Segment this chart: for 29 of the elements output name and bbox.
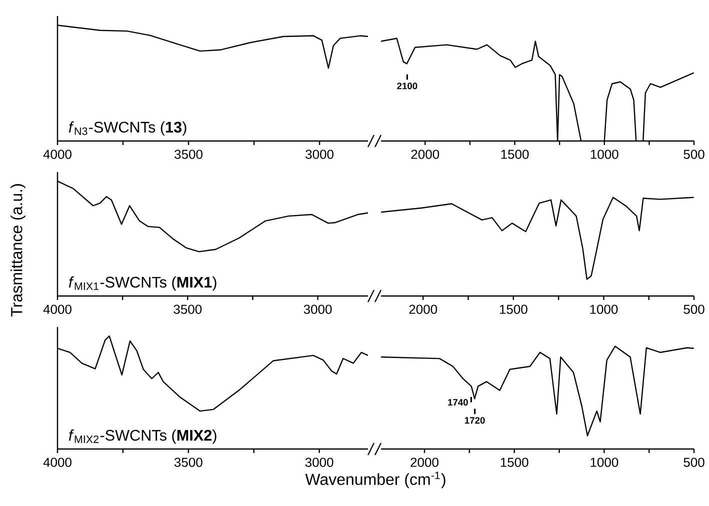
x-tick-label: 3000: [305, 458, 334, 467]
x-tick-label: 4000: [43, 304, 72, 314]
x-tick-label: 1000: [590, 150, 618, 159]
text: f$_{MIX2}$-SWCNTs (MIX2): [68, 429, 216, 444]
x-tick-label: 500: [684, 150, 704, 159]
x-tick-label: 1000: [590, 458, 618, 467]
y-axis-title: Trasmittance (a.u.): [10, 184, 26, 316]
annotation: 2100: [397, 82, 418, 90]
annotation: 1740: [448, 399, 468, 406]
x-tick-label: 2000: [411, 150, 440, 159]
x-tick-label: 3000: [306, 150, 334, 159]
text: f$_{MIX1}$-SWCNTs (MIX1): [68, 276, 216, 291]
x-tick-label: 3500: [174, 304, 202, 314]
x-axis-title: Wavenumber (cm$^{-1}$): [305, 472, 446, 488]
x-tick-label: 1500: [501, 150, 529, 159]
x-tick-label: 4000: [43, 150, 72, 159]
x-tick-label: 2000: [410, 458, 438, 467]
x-tick-label: 3000: [304, 304, 332, 314]
annotation: 1720: [465, 417, 485, 424]
x-tick-label: 3500: [174, 150, 202, 159]
x-tick-label: 3500: [174, 458, 202, 467]
x-tick-label: 500: [684, 304, 704, 314]
x-tick-label: 1000: [590, 304, 618, 314]
x-tick-label: 500: [684, 458, 704, 467]
x-tick-label: 1500: [500, 458, 528, 467]
x-tick-label: 1500: [500, 304, 528, 314]
x-tick-label: 2000: [409, 304, 438, 314]
text: f$_{N3}$-SWCNTs (13): [68, 121, 186, 136]
x-tick-label: 4000: [43, 458, 72, 467]
